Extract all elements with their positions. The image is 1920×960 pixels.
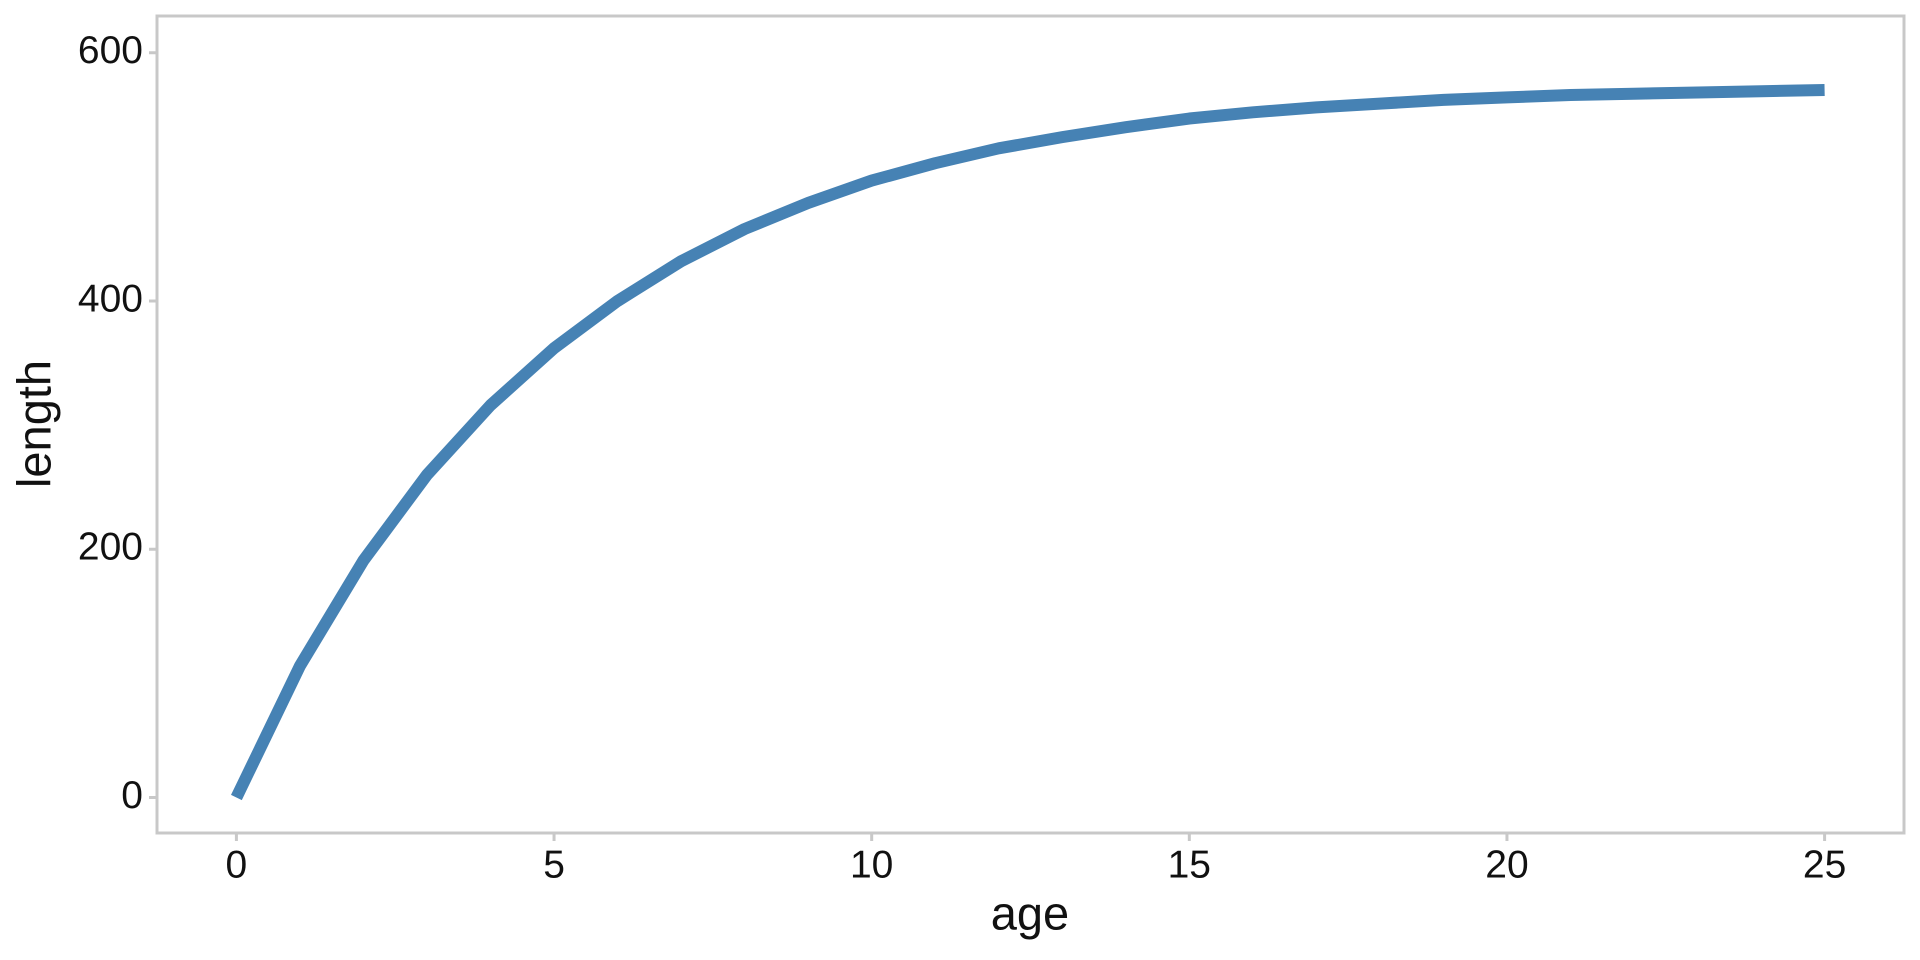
x-axis-title: age	[991, 886, 1069, 939]
x-tick-label: 25	[1803, 843, 1846, 886]
y-tick-label: 200	[78, 526, 143, 569]
x-tick-label: 5	[543, 843, 565, 886]
y-tick-label: 600	[78, 29, 143, 72]
y-axis-title: length	[7, 360, 60, 488]
x-tick-label: 15	[1168, 843, 1211, 886]
x-tick-label: 20	[1485, 843, 1528, 886]
growth-line	[231, 83, 1825, 801]
x-tick-label: 0	[226, 843, 248, 886]
y-tick-label: 0	[121, 774, 143, 817]
x-tick-label: 10	[850, 843, 893, 886]
y-tick-label: 400	[78, 277, 143, 320]
plot-frame	[155, 14, 1906, 835]
